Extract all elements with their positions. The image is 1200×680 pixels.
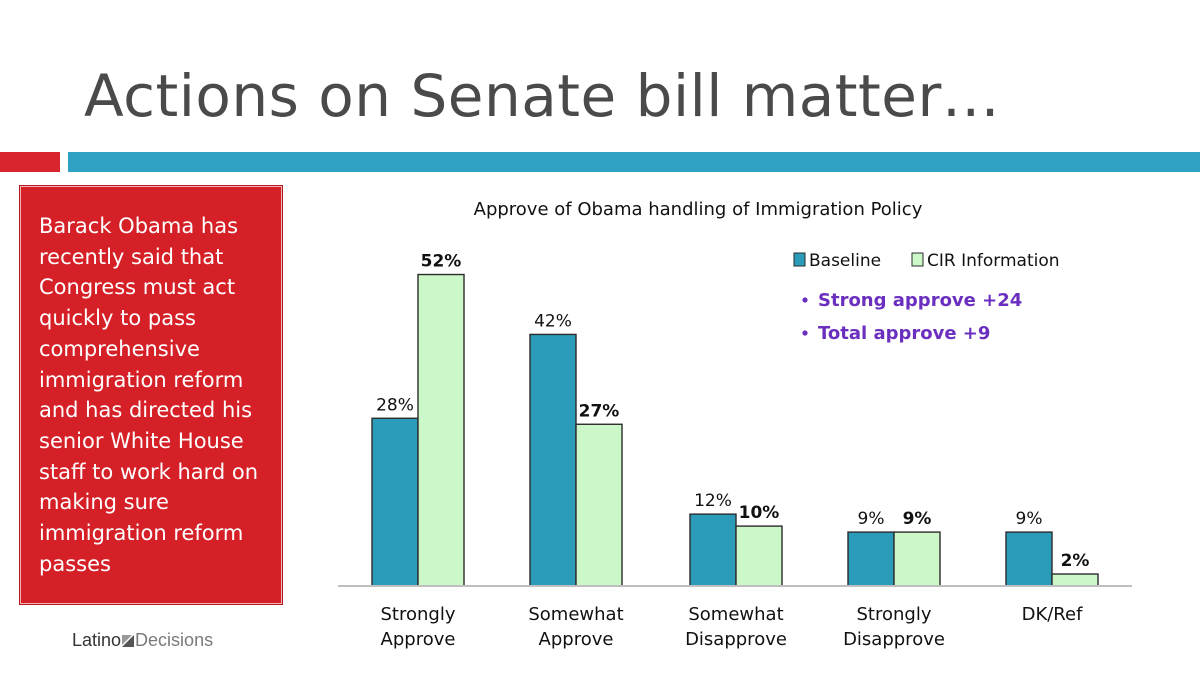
brand-name-second: Decisions bbox=[135, 630, 214, 650]
bar-cir-1 bbox=[575, 423, 623, 587]
data-label-cir-2: 10% bbox=[739, 503, 780, 523]
bar-cir-4 bbox=[1051, 573, 1099, 587]
bar-baseline-1 bbox=[529, 333, 577, 587]
category-label-2-0: Somewhat bbox=[688, 604, 783, 625]
data-label-cir-3: 9% bbox=[903, 509, 932, 529]
category-label-1-1: Approve bbox=[539, 629, 614, 650]
note-text-0: Strong approve +24 bbox=[818, 290, 1022, 311]
category-label-4-0: DK/Ref bbox=[1022, 604, 1084, 625]
bar-cir-2 bbox=[735, 525, 783, 587]
data-label-cir-0: 52% bbox=[421, 252, 462, 272]
callout-box: Barack Obama has recently said that Cong… bbox=[19, 185, 283, 605]
title-rule-red bbox=[0, 152, 60, 172]
note-bullet-icon bbox=[802, 297, 808, 303]
legend-label-cir: CIR Information bbox=[927, 251, 1060, 271]
data-label-baseline-2: 12% bbox=[694, 491, 732, 511]
chart-title: Approve of Obama handling of Immigration… bbox=[474, 199, 923, 220]
legend: Baseline CIR Information bbox=[793, 251, 1060, 271]
brand-logo: Latino Decisions bbox=[72, 630, 213, 651]
bar-cir-0 bbox=[417, 273, 465, 587]
callout-notes: Strong approve +24 Total approve +9 bbox=[802, 290, 1022, 344]
note-text-1: Total approve +9 bbox=[818, 323, 990, 344]
bar-baseline-2 bbox=[689, 513, 737, 587]
title-rule-teal bbox=[68, 152, 1200, 172]
data-label-baseline-1: 42% bbox=[534, 311, 572, 331]
category-label-0-1: Approve bbox=[381, 629, 456, 650]
bar-baseline-0 bbox=[371, 417, 419, 587]
bar-cir-3 bbox=[893, 531, 941, 587]
bar-baseline-4 bbox=[1005, 531, 1053, 587]
bar-baseline-3 bbox=[847, 531, 895, 587]
brand-name-first: Latino bbox=[72, 630, 122, 650]
category-label-2-1: Disapprove bbox=[685, 629, 787, 650]
category-label-3-1: Disapprove bbox=[843, 629, 945, 650]
legend-swatch-cir bbox=[911, 252, 924, 267]
legend-swatch-baseline bbox=[793, 252, 806, 267]
data-label-cir-1: 27% bbox=[579, 401, 620, 421]
plot-area: 28% 42% 12% 9% 9% 52% 27% 10% 9% 2% Strongly Approv… bbox=[371, 252, 1099, 650]
note-bullet-icon bbox=[802, 330, 808, 336]
category-label-1-0: Somewhat bbox=[528, 604, 623, 625]
data-label-baseline-3: 9% bbox=[858, 509, 885, 529]
brand-mark-icon bbox=[122, 634, 135, 647]
data-label-baseline-0: 28% bbox=[376, 395, 414, 415]
category-label-0-0: Strongly bbox=[381, 604, 456, 625]
data-label-baseline-4: 9% bbox=[1016, 509, 1043, 529]
category-label-3-0: Strongly bbox=[857, 604, 932, 625]
data-label-cir-4: 2% bbox=[1061, 551, 1090, 571]
legend-label-baseline: Baseline bbox=[809, 251, 881, 271]
slide-title: Actions on Senate bill matter… bbox=[84, 62, 1001, 130]
callout-text: Barack Obama has recently said that Cong… bbox=[39, 214, 259, 576]
